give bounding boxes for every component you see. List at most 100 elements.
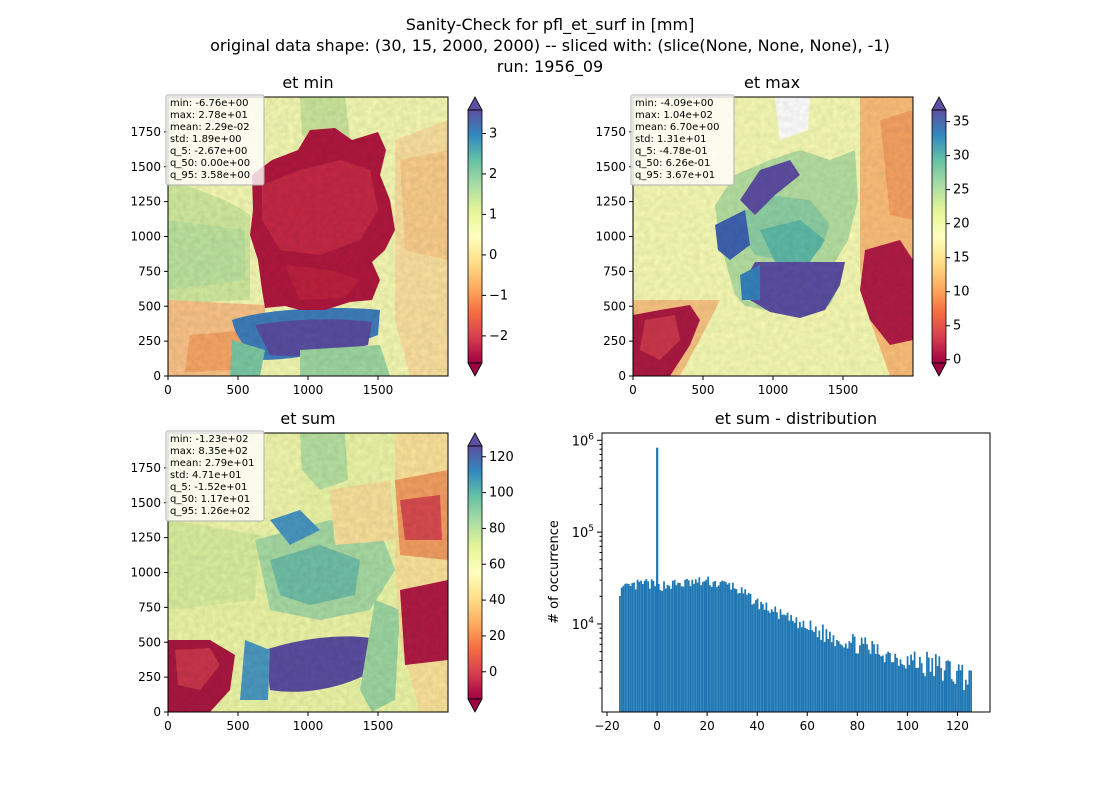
y-tick-label: 1500 [595, 160, 626, 174]
histogram-bar [730, 589, 732, 712]
histogram-bar [712, 581, 715, 712]
colorbar-tick-label: 100 [489, 486, 514, 501]
colorbar-tick-label: 40 [489, 593, 506, 608]
histogram-bar [629, 585, 632, 712]
histogram-bar [767, 610, 770, 712]
panel-et-sum-distribution: et sum - distribution # of occurrence −2… [547, 409, 991, 733]
histogram-bar [784, 615, 787, 712]
histogram-bar [934, 654, 937, 712]
histogram-bar [670, 588, 672, 712]
histogram-bar [754, 600, 757, 712]
x-tick-label: 100 [896, 719, 919, 733]
histogram-bar [855, 653, 858, 712]
histogram-bar [744, 589, 747, 712]
histogram-bar [911, 660, 914, 712]
histogram-bar [684, 579, 687, 712]
histogram-bar [698, 577, 701, 712]
histogram-bar [813, 631, 815, 712]
panel-title: et sum - distribution [715, 409, 877, 428]
histogram-bar [758, 609, 761, 712]
colorbar-gradient [932, 110, 946, 363]
histogram-bar [904, 668, 907, 712]
histogram-bar [919, 656, 921, 712]
histogram-bar [887, 651, 890, 712]
panel-et-sum: et sum [130, 409, 513, 733]
colorbar: 0 20 40 60 80 100 120 [467, 432, 514, 713]
x-tick-label: 0 [164, 719, 172, 733]
histogram-bar [742, 593, 745, 712]
y-tick-label: 1750 [130, 461, 161, 475]
histogram-bar [756, 598, 759, 712]
y-tick-label: 250 [138, 670, 161, 684]
histogram-bar [696, 582, 699, 712]
histogram-bar [761, 604, 764, 712]
histogram-bar [836, 639, 838, 712]
histogram-bar [947, 660, 950, 712]
histogram-bar [724, 581, 727, 712]
stats-line: std: 1.31e+01 [635, 134, 707, 145]
y-axis-label: # of occurrence [547, 520, 562, 624]
histogram-bar [719, 581, 722, 712]
histogram-bar [920, 663, 923, 712]
histogram-bar [867, 649, 870, 712]
histogram-bar [710, 586, 713, 712]
histogram-bar [843, 647, 845, 712]
histogram-bar [689, 586, 692, 712]
histogram-bar [726, 584, 729, 712]
histogram-bar [760, 601, 762, 712]
histogram-bar [650, 579, 653, 712]
histogram-bar [753, 603, 755, 712]
histogram-bar [970, 670, 972, 712]
y-tick-label: 0 [153, 369, 161, 383]
histogram-bar [894, 653, 897, 712]
histogram-bar [707, 576, 710, 712]
histogram-bar [889, 652, 891, 712]
histogram-bar [873, 644, 875, 712]
x-tick-label: 1500 [828, 383, 859, 397]
histogram-bar [963, 690, 965, 712]
histogram-bar [682, 586, 685, 712]
histogram-bar [772, 611, 775, 712]
histogram-bar [804, 627, 807, 712]
x-tick-label: 500 [692, 383, 715, 397]
histogram-bar [818, 630, 821, 712]
stats-line: q_95: 1.26e+02 [170, 506, 250, 517]
histogram-bar [693, 583, 695, 712]
histogram-bar [795, 617, 798, 712]
histogram-bar [666, 584, 669, 712]
x-tick-label: 20 [699, 719, 714, 733]
histogram-bar [850, 642, 852, 712]
x-tick-label: −20 [594, 719, 619, 733]
histogram-bar [652, 580, 655, 712]
histogram-bar [668, 585, 671, 712]
histogram-bar [880, 656, 882, 712]
histogram-bar [705, 579, 708, 712]
colorbar-frame [467, 445, 483, 700]
histogram-bar [626, 583, 628, 712]
histogram-bar [781, 614, 784, 712]
histogram-bar [869, 653, 872, 712]
histogram-bar [820, 639, 822, 712]
x-tick-label: 500 [227, 383, 250, 397]
histogram-bar [837, 641, 840, 712]
histogram-bar [664, 588, 667, 712]
figure-run-label: run: 1956_09 [497, 57, 603, 77]
histogram-bar [954, 683, 957, 712]
histogram-bar [910, 654, 912, 712]
histogram-bar [952, 681, 955, 712]
histogram-bar [897, 665, 900, 712]
histogram-bar [716, 586, 718, 712]
histogram-bar [964, 679, 967, 712]
stats-box: min: -6.76e+00 max: 2.78e+01 mean: 2.29e… [165, 94, 265, 186]
histogram-bar [866, 644, 868, 712]
histogram-bar [649, 588, 651, 712]
histogram-bar [799, 621, 801, 712]
histogram-bar [859, 645, 861, 712]
histogram-bar [957, 664, 960, 712]
y-tick-label: 250 [138, 334, 161, 348]
histogram-bar [844, 643, 847, 712]
colorbar-extend-min [467, 362, 483, 377]
histogram-bar [883, 662, 886, 712]
histogram-bar [830, 642, 833, 712]
histogram-bar [811, 630, 814, 712]
